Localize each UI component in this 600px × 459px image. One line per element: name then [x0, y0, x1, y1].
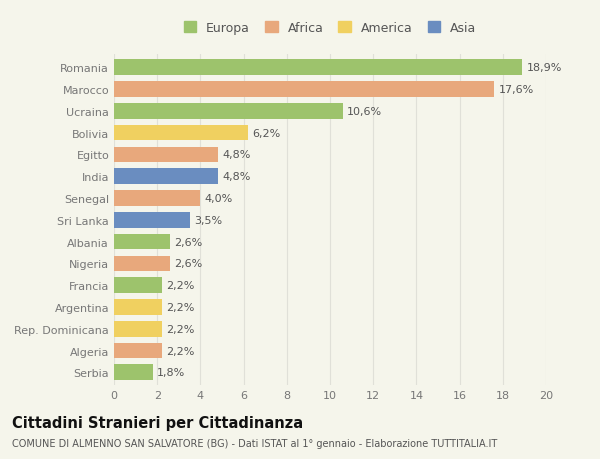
Text: Cittadini Stranieri per Cittadinanza: Cittadini Stranieri per Cittadinanza — [12, 415, 303, 431]
Text: 2,2%: 2,2% — [166, 280, 194, 291]
Text: 2,2%: 2,2% — [166, 346, 194, 356]
Text: 10,6%: 10,6% — [347, 106, 382, 117]
Text: 2,2%: 2,2% — [166, 324, 194, 334]
Bar — [114, 343, 161, 358]
Text: 17,6%: 17,6% — [499, 85, 534, 95]
Legend: Europa, Africa, America, Asia: Europa, Africa, America, Asia — [180, 18, 480, 39]
Bar — [114, 60, 522, 76]
Text: 4,8%: 4,8% — [222, 172, 250, 182]
Text: 3,5%: 3,5% — [194, 215, 222, 225]
Bar — [114, 234, 170, 250]
Bar — [114, 321, 161, 337]
Bar — [114, 278, 161, 293]
Text: COMUNE DI ALMENNO SAN SALVATORE (BG) - Dati ISTAT al 1° gennaio - Elaborazione T: COMUNE DI ALMENNO SAN SALVATORE (BG) - D… — [12, 438, 497, 448]
Text: 1,8%: 1,8% — [157, 368, 185, 377]
Bar — [114, 125, 248, 141]
Bar — [114, 365, 153, 381]
Text: 2,6%: 2,6% — [175, 237, 203, 247]
Bar — [114, 256, 170, 272]
Text: 4,0%: 4,0% — [205, 194, 233, 204]
Bar — [114, 191, 200, 207]
Text: 4,8%: 4,8% — [222, 150, 250, 160]
Text: 2,6%: 2,6% — [175, 259, 203, 269]
Bar — [114, 104, 343, 119]
Bar — [114, 147, 218, 163]
Text: 2,2%: 2,2% — [166, 302, 194, 312]
Bar — [114, 82, 494, 98]
Text: 18,9%: 18,9% — [527, 63, 562, 73]
Text: 6,2%: 6,2% — [252, 129, 280, 138]
Bar — [114, 169, 218, 185]
Bar — [114, 213, 190, 228]
Bar — [114, 299, 161, 315]
